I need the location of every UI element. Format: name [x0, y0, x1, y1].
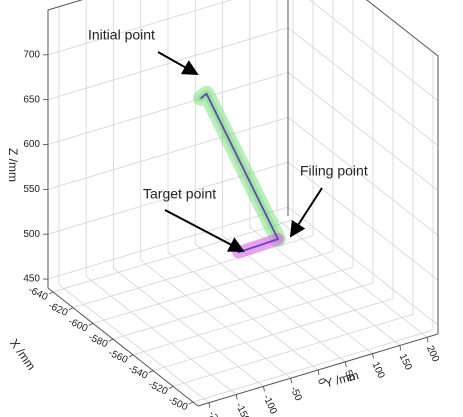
grid-line — [72, 235, 314, 309]
grid-line — [52, 219, 294, 293]
x-tick-label: -640 — [26, 285, 49, 304]
z-tick-label: 600 — [23, 139, 40, 150]
tick — [68, 307, 74, 311]
tick — [208, 402, 211, 408]
x-tick-label: -540 — [126, 363, 149, 382]
grid-line — [287, 161, 439, 281]
x-tick-label: -560 — [106, 348, 129, 367]
y-axis-label: Y /mm — [323, 368, 360, 390]
annotation: Filing point — [300, 163, 368, 179]
x-tick-label: -500 — [166, 395, 189, 414]
tick — [344, 361, 347, 367]
grid-line — [287, 117, 439, 236]
tick — [290, 378, 293, 384]
x-tick-label: -620 — [46, 300, 69, 319]
grid-line — [47, 161, 289, 235]
grid-line — [47, 116, 289, 190]
grid-line — [152, 298, 394, 371]
grid-line — [287, 72, 439, 191]
grid-line — [167, 251, 319, 371]
tick — [317, 369, 320, 376]
tick — [168, 385, 174, 389]
y-tick-label: 200 — [424, 344, 441, 364]
grid-line — [172, 313, 414, 387]
grid-line — [140, 259, 291, 379]
x-tick-label: -580 — [86, 332, 109, 351]
grid-line — [195, 243, 346, 363]
tick — [372, 353, 374, 359]
tick — [48, 291, 54, 295]
grid-line — [287, 27, 439, 146]
grid-line — [287, 206, 439, 326]
y-tick-label: 150 — [397, 352, 414, 372]
tick — [88, 323, 94, 326]
grid-line — [276, 218, 428, 338]
grid-line — [112, 266, 354, 340]
tick — [263, 386, 265, 392]
z-axis-label: Z /mm — [6, 148, 20, 182]
x-axis-label: X /mm — [7, 336, 38, 372]
y-tick-label: 100 — [369, 360, 386, 380]
grid-line — [47, 0, 233, 56]
tick — [235, 394, 238, 400]
grid-line — [47, 72, 289, 145]
grid-line — [47, 206, 289, 280]
tick — [108, 338, 114, 342]
grid-line — [92, 251, 334, 324]
y-tick-label: 50 — [342, 369, 357, 384]
x-tick-label: -520 — [146, 379, 169, 398]
y-tick-label: -200 — [206, 409, 225, 417]
grid-line — [47, 27, 289, 101]
y-tick-label: -50 — [288, 385, 304, 403]
y-tick-label: -100 — [260, 393, 279, 416]
grid-line — [309, 0, 439, 102]
trajectory — [200, 92, 279, 254]
plot: 450500550600650700-640-620-600-580-560-5… — [6, 0, 441, 417]
y-tick-label: -150 — [233, 401, 252, 417]
axis-edge — [366, 0, 439, 57]
y-tick-label: 0 — [315, 377, 328, 387]
annotation-arrow — [164, 209, 245, 252]
z-tick-label: 500 — [23, 229, 40, 240]
grid-line — [58, 284, 210, 404]
tick — [399, 345, 402, 351]
annotation: Initial point — [88, 27, 155, 43]
z-tick-label: 450 — [23, 274, 40, 285]
annotation-arrow — [289, 187, 323, 238]
x-tick-label: -600 — [66, 316, 89, 335]
tick — [148, 370, 154, 373]
z-tick-label: 550 — [23, 184, 40, 195]
annotation: Target point — [143, 186, 216, 202]
tick — [188, 401, 194, 405]
grid-line — [192, 329, 434, 403]
grid-line — [132, 282, 374, 356]
z-tick-label: 700 — [23, 49, 40, 60]
tick — [426, 337, 429, 343]
tick — [128, 354, 134, 358]
annotation-arrow — [157, 51, 199, 75]
z-tick-label: 650 — [23, 94, 40, 105]
